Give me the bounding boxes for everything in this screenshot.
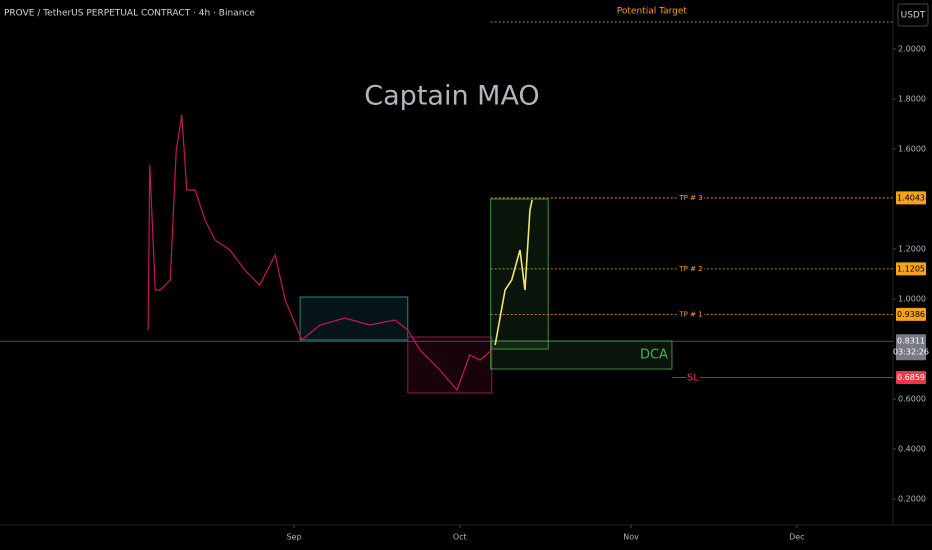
symbol-header: PROVE / TetherUS PERPETUAL CONTRACT · 4h… (4, 9, 255, 19)
y-tick-label: 0.6000 (898, 395, 926, 404)
price-tag-label: 0.6859 (897, 373, 925, 382)
price-tag-label: 0.9386 (897, 310, 925, 319)
level-label-bg (678, 262, 704, 275)
price-tag (896, 191, 926, 205)
chart-title: Captain MAO (364, 81, 539, 112)
x-tick-label: Sep (286, 533, 301, 542)
zone (299, 296, 409, 341)
last-price-label: 0.8311 (897, 337, 925, 346)
price-tag (896, 371, 926, 385)
zone (490, 340, 673, 370)
zone (490, 198, 549, 350)
price-tag-label: 1.1205 (897, 264, 925, 273)
y-tick-label: 1.0000 (898, 295, 926, 304)
y-tick-label: 0.2000 (898, 495, 926, 504)
level-label: TP # 1 (678, 310, 702, 318)
x-tick-label: Oct (453, 533, 467, 542)
price-tag (896, 262, 926, 276)
zone-label: DCA (640, 348, 668, 363)
y-tick-label: 1.2000 (898, 245, 926, 254)
y-tick-label: 2.0000 (898, 45, 926, 54)
countdown-label: 03:32:26 (893, 348, 929, 357)
x-tick-label: Dec (789, 533, 804, 542)
last-price-tag (896, 334, 926, 361)
y-tick-label: 1.6000 (898, 145, 926, 154)
currency-label[interactable]: USDT (901, 11, 926, 21)
level-label: TP # 3 (678, 194, 702, 202)
currency-button[interactable] (897, 3, 929, 27)
price-tag (896, 307, 926, 321)
y-tick-label: 1.8000 (898, 95, 926, 104)
x-tick-label: Nov (623, 533, 639, 542)
price-tag-label: 1.4043 (897, 193, 925, 202)
level-label: TP # 2 (678, 265, 702, 273)
y-tick-label: 0.4000 (898, 445, 926, 454)
zone (407, 336, 493, 394)
level-label-bg (678, 191, 704, 204)
level-label-bg (678, 308, 704, 321)
price-line (147, 114, 493, 392)
level-label: Potential Target (617, 7, 688, 17)
level-label: SL (687, 373, 699, 384)
level-label-bg (686, 371, 700, 384)
price-line (494, 199, 533, 346)
